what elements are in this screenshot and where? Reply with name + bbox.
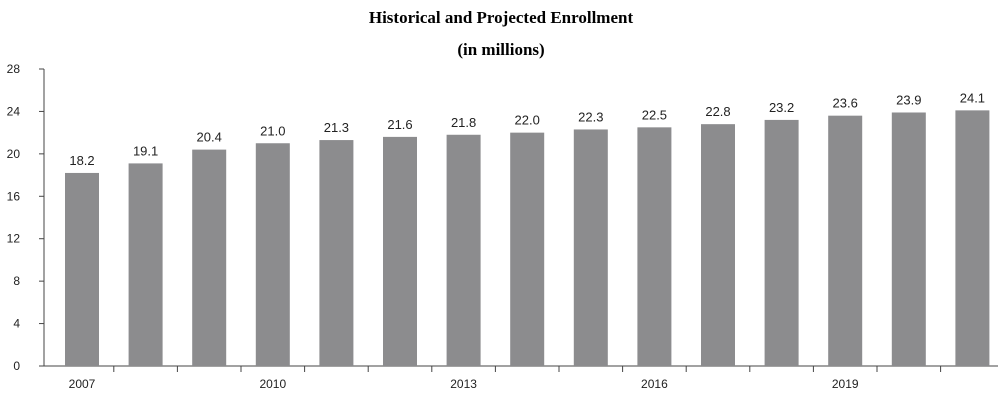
- bar: [319, 140, 354, 366]
- y-tick-label: 8: [13, 274, 20, 288]
- y-tick-label: 12: [7, 232, 21, 246]
- x-tick-label: 2007: [69, 377, 96, 391]
- chart-bars: [65, 110, 990, 367]
- data-label: 23.6: [833, 96, 858, 111]
- x-tick-label: 2019: [832, 377, 859, 391]
- y-tick-label: 16: [7, 189, 21, 203]
- bar: [255, 143, 290, 366]
- bar: [701, 124, 735, 367]
- bar: [764, 119, 799, 367]
- y-tick-label: 24: [7, 104, 21, 118]
- bar: [955, 110, 990, 366]
- chart-labels: 0 4 8 12 16 20 24 28 18.2 2007 19.1 20.4 21.0 2010 21.…: [7, 62, 985, 391]
- data-label: 23.9: [896, 92, 921, 107]
- bar: [573, 129, 608, 366]
- bar: [65, 172, 99, 366]
- data-label: 20.4: [197, 130, 222, 145]
- bar: [383, 136, 417, 366]
- data-label: 22.5: [642, 107, 667, 122]
- y-tick-label: 20: [7, 147, 21, 161]
- y-tick-label: 4: [13, 317, 20, 331]
- data-label: 24.1: [960, 90, 985, 105]
- data-label: 22.3: [578, 109, 603, 124]
- chart-subtitle: (in millions): [457, 40, 545, 59]
- y-tick-label: 28: [7, 62, 21, 76]
- data-label: 18.2: [69, 153, 94, 168]
- x-tick-label: 2016: [641, 377, 668, 391]
- bar: [128, 163, 163, 366]
- y-tick-label: 0: [13, 359, 20, 373]
- data-label: 21.3: [324, 120, 349, 135]
- data-label: 22.0: [515, 113, 540, 128]
- data-label: 22.8: [705, 104, 730, 119]
- x-tick-label: 2010: [259, 377, 286, 391]
- x-tick-label: 2013: [450, 377, 477, 391]
- data-label: 21.6: [387, 117, 412, 132]
- bar: [446, 134, 481, 366]
- bar: [510, 132, 545, 366]
- bar: [891, 112, 926, 366]
- chart-title: Historical and Projected Enrollment: [368, 8, 634, 27]
- data-label: 21.8: [451, 115, 476, 130]
- bar: [637, 127, 672, 366]
- data-label: 23.2: [769, 100, 794, 115]
- data-label: 19.1: [133, 143, 158, 158]
- data-label: 21.0: [260, 123, 285, 138]
- bar: [828, 115, 863, 367]
- bar: [192, 149, 227, 366]
